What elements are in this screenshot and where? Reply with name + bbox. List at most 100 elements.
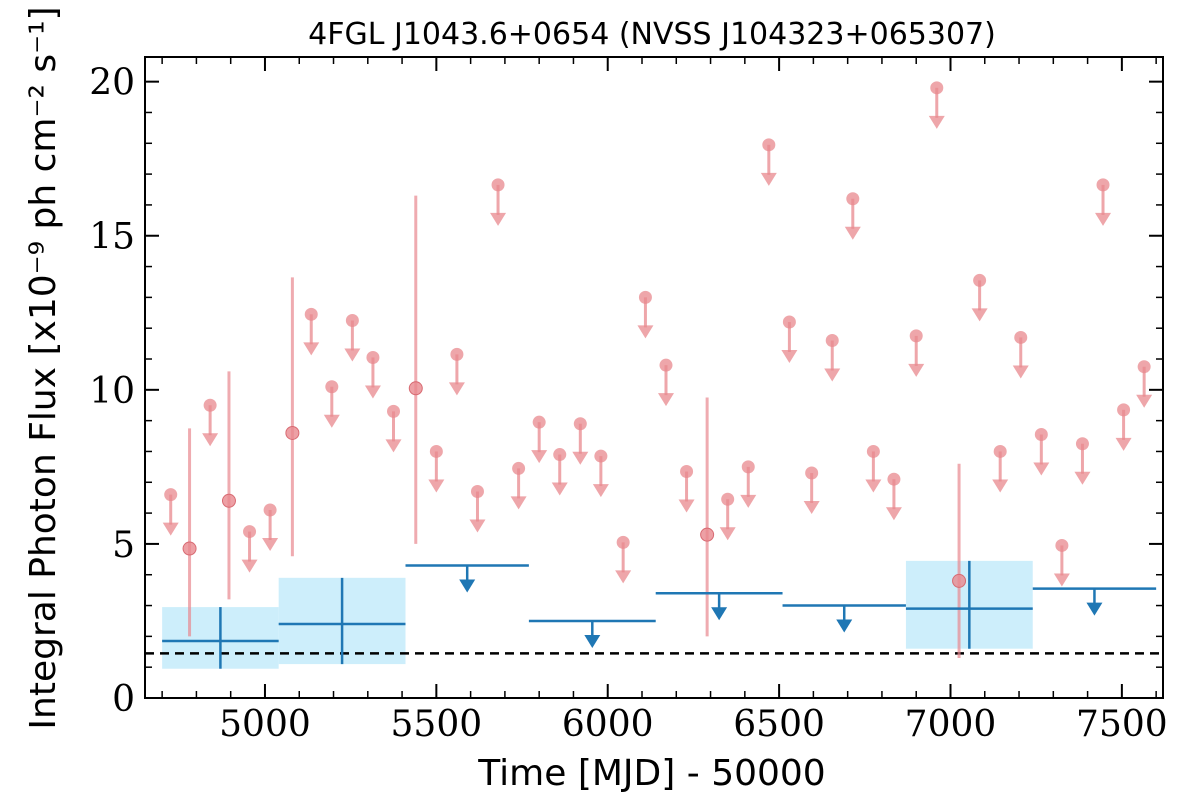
short-bin-detection (700, 397, 715, 637)
upper-limit-arrowhead (1012, 365, 1029, 379)
short-bin-upper-limit (678, 464, 695, 513)
upper-limit-arrowhead (162, 522, 179, 536)
short-bin-upper-limit (448, 347, 465, 396)
upper-limit-arrowhead (844, 226, 861, 240)
short-bin-upper-limit (592, 449, 609, 498)
short-bin-upper-limit (615, 535, 632, 584)
long-bin-limit-arrowhead (584, 634, 601, 648)
upper-limit-arrowhead (908, 363, 925, 377)
long-bin-upper-limit (405, 564, 529, 593)
short-bin-detection (408, 195, 423, 544)
long-bin-limit-arrowhead (459, 579, 476, 593)
x-tick-label: 5000 (219, 704, 311, 745)
upper-limit-arrowhead (637, 325, 654, 339)
upper-limit-arrowhead (1074, 471, 1091, 485)
upper-limit-marker (263, 503, 277, 517)
upper-limit-arrowhead (1033, 462, 1050, 476)
short-bin-detection (952, 463, 967, 658)
upper-limit-arrowhead (428, 479, 445, 493)
short-bin-upper-limit (364, 350, 381, 399)
short-bin-upper-limit (551, 448, 568, 496)
upper-limit-arrowhead (469, 519, 486, 533)
long-bin-limit-arrowhead (711, 607, 728, 621)
upper-limit-arrowhead (448, 382, 465, 396)
short-bin-detection (221, 371, 236, 600)
detection-marker (182, 541, 197, 556)
upper-limit-arrowhead (531, 450, 548, 464)
short-bin-upper-limit (510, 461, 527, 510)
upper-limit-arrowhead (262, 538, 279, 552)
plot-area: 5000 5500 6000 6500 7000 7500 0 5 10 15 20 (89, 56, 1168, 745)
long-bin-upper-limit (782, 604, 906, 633)
upper-limit-arrowhead (824, 368, 841, 382)
short-bin-upper-limit (323, 380, 340, 428)
upper-limit-arrowhead (1136, 394, 1153, 408)
upper-limit-arrowhead (202, 433, 219, 447)
upper-limit-arrowhead (1053, 573, 1070, 587)
chart-title: 4FGL J1043.6+0654 (NVSS J104323+065307) (308, 17, 996, 52)
short-bin-upper-limit (385, 404, 402, 453)
x-axis-label: Time [MJD] - 50000 (477, 753, 825, 794)
short-bin-upper-limit (928, 81, 945, 129)
short-bin-upper-limit (992, 444, 1009, 493)
upper-limit-arrowhead (678, 499, 695, 513)
y-tick-label: 15 (89, 217, 135, 258)
short-bin-detection (285, 277, 300, 557)
long-bin-upper-limit (655, 591, 783, 621)
detection-marker (408, 381, 423, 396)
x-tick-label: 7000 (905, 704, 997, 745)
long-bin-limit-arrowhead (1086, 602, 1103, 616)
short-bin-detection (182, 428, 197, 637)
upper-limit-arrowhead (303, 342, 320, 356)
long-bin-detection (278, 577, 406, 665)
short-bin-upper-limit (824, 334, 841, 382)
upper-limit-arrowhead (1095, 212, 1112, 226)
upper-limit-arrowhead (572, 451, 589, 465)
upper-limit-arrowhead (865, 479, 882, 493)
short-bin-upper-limit (572, 417, 589, 465)
upper-limit-arrowhead (928, 115, 945, 129)
short-bin-upper-limit (719, 492, 736, 541)
upper-limit-arrowhead (740, 494, 757, 508)
long-bin-upper-limit (1032, 587, 1157, 616)
upper-limit-arrowhead (1115, 437, 1132, 451)
short-bin-upper-limit (760, 138, 777, 186)
detection-marker (221, 493, 236, 508)
short-bin-upper-limit (1095, 178, 1112, 226)
long-bin-upper-limit (528, 619, 656, 648)
upper-limit-arrowhead (971, 308, 988, 322)
short-bin-upper-limit (490, 178, 507, 226)
x-tick-label: 6500 (733, 704, 825, 745)
upper-limit-arrowhead (760, 172, 777, 186)
y-axis-label: Integral Photon Flux [x10⁻⁹ ph cm⁻² s⁻¹] (23, 6, 64, 729)
short-bin-upper-limit (428, 444, 445, 493)
upper-limit-arrowhead (344, 348, 361, 362)
detection-marker (952, 573, 967, 588)
short-bin-upper-limit (303, 307, 320, 356)
upper-limit-arrowhead (510, 496, 527, 510)
upper-limit-arrowhead (364, 385, 381, 399)
short-bin-upper-limit (202, 398, 219, 447)
long-bin-detection (905, 560, 1033, 649)
short-bin-upper-limit (162, 488, 179, 536)
axes-frame (144, 56, 1164, 699)
short-bin-upper-limit (262, 503, 279, 552)
upper-limit-arrowhead (592, 484, 609, 498)
short-bin-upper-limit (657, 358, 674, 407)
short-bin-upper-limit (803, 466, 820, 515)
short-bin-upper-limit (1115, 403, 1132, 451)
x-tick-label: 5500 (391, 704, 483, 745)
long-bin-limit-arrowhead (836, 619, 853, 633)
short-bin-upper-limit (344, 313, 361, 362)
upper-limit-arrowhead (490, 212, 507, 226)
upper-limit-arrowhead (615, 570, 632, 584)
upper-limit-arrowhead (551, 482, 568, 496)
short-bin-upper-limit (1012, 330, 1029, 379)
upper-limit-arrowhead (781, 350, 798, 364)
y-tick-label: 10 (89, 371, 135, 412)
upper-limit-arrowhead (657, 393, 674, 407)
short-bin-upper-limit (531, 415, 548, 464)
x-tick-label: 7500 (1076, 704, 1168, 745)
short-bin-upper-limit (885, 472, 902, 521)
